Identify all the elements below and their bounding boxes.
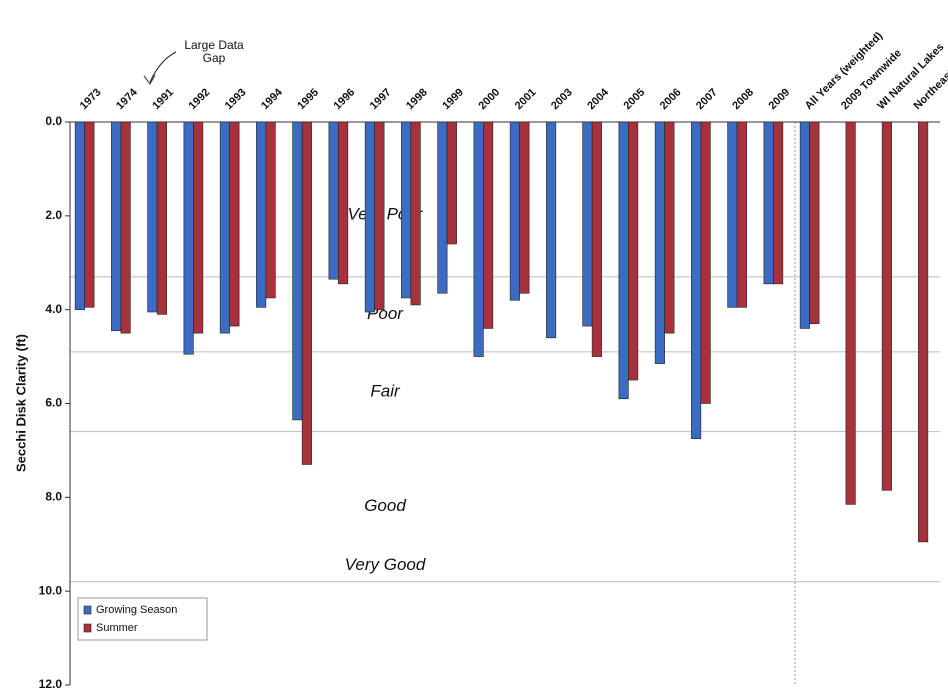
bar [691, 121, 702, 439]
annotation: Large Data [184, 38, 244, 52]
x-tick-label: 1994 [259, 86, 285, 112]
x-tick-label: 1973 [78, 86, 104, 112]
legend-swatch [83, 623, 92, 633]
bar [256, 121, 267, 308]
bar [111, 121, 122, 332]
bar [74, 121, 85, 310]
bar [591, 121, 602, 357]
bar [410, 121, 421, 306]
bar [292, 121, 303, 421]
y-tick-label: 12.0 [39, 677, 63, 691]
y-tick-label: 2.0 [45, 208, 62, 222]
x-tick-label: 1992 [187, 86, 213, 112]
bar [519, 121, 530, 294]
bar [918, 121, 929, 543]
x-tick-label: 2005 [622, 86, 648, 112]
bar [881, 121, 892, 491]
bar [183, 121, 194, 355]
bar [799, 121, 810, 329]
y-tick-label: 0.0 [45, 114, 62, 128]
x-tick-label: 2006 [658, 86, 684, 112]
x-tick-label: 1995 [295, 86, 321, 112]
bar [229, 121, 240, 327]
bar [736, 121, 747, 308]
bar [374, 121, 385, 310]
bar [84, 121, 95, 308]
bar [401, 121, 412, 299]
zone-label: Good [364, 496, 406, 515]
zone-label: Fair [370, 381, 401, 400]
annotation: Gap [203, 51, 226, 65]
bar [156, 121, 167, 315]
bar [546, 121, 557, 339]
bar [700, 121, 711, 404]
legend-label: Summer [96, 622, 138, 634]
x-tick-label: 2004 [585, 86, 611, 112]
x-tick-label: 1991 [150, 86, 176, 112]
bar [483, 121, 494, 329]
annotation-arrow [149, 51, 177, 83]
y-tick-label: 8.0 [45, 490, 62, 504]
y-axis-label: Secchi Disk Clarity (ft) [13, 334, 28, 472]
x-tick-label: 1997 [368, 86, 394, 112]
bar [437, 121, 448, 294]
bar [509, 121, 520, 301]
bar [301, 121, 312, 465]
x-tick-label: 2003 [549, 86, 575, 112]
bar [773, 121, 784, 285]
bar [809, 121, 820, 325]
bar [473, 121, 484, 357]
bar [364, 121, 375, 313]
bar [120, 121, 131, 334]
bar [582, 121, 593, 327]
x-tick-label: 1998 [404, 86, 430, 112]
bar [845, 121, 856, 505]
bar [664, 121, 675, 334]
bar [618, 121, 629, 400]
bar [628, 121, 639, 381]
zone-label: Very Good [345, 555, 426, 574]
x-tick-label: 1974 [114, 86, 140, 112]
bar [446, 121, 457, 245]
annotation-arrowhead [143, 74, 156, 85]
x-tick-label: 2001 [513, 86, 539, 112]
bar [147, 121, 158, 313]
legend-swatch [83, 605, 92, 615]
x-tick-label: 2008 [730, 86, 756, 112]
x-tick-label: 2000 [477, 86, 503, 112]
x-tick-label: 2009 [767, 86, 793, 112]
x-tick-label: WI Natural Lakes [875, 41, 946, 112]
y-tick-label: 6.0 [45, 396, 62, 410]
bar [338, 121, 349, 285]
y-tick-label: 4.0 [45, 302, 62, 316]
legend-box [77, 597, 208, 641]
bar [763, 121, 774, 285]
x-tick-label: 1993 [223, 86, 249, 112]
bar [193, 121, 204, 334]
y-tick-label: 10.0 [39, 583, 63, 597]
x-tick-label: 1999 [440, 86, 466, 112]
legend-label: Growing Season [96, 604, 177, 616]
bar [328, 121, 339, 280]
x-tick-label: 2007 [694, 86, 720, 112]
bar [727, 121, 738, 308]
x-tick-label: 1996 [332, 86, 358, 112]
bar [219, 121, 230, 334]
bar [265, 121, 276, 299]
bar [654, 121, 665, 364]
